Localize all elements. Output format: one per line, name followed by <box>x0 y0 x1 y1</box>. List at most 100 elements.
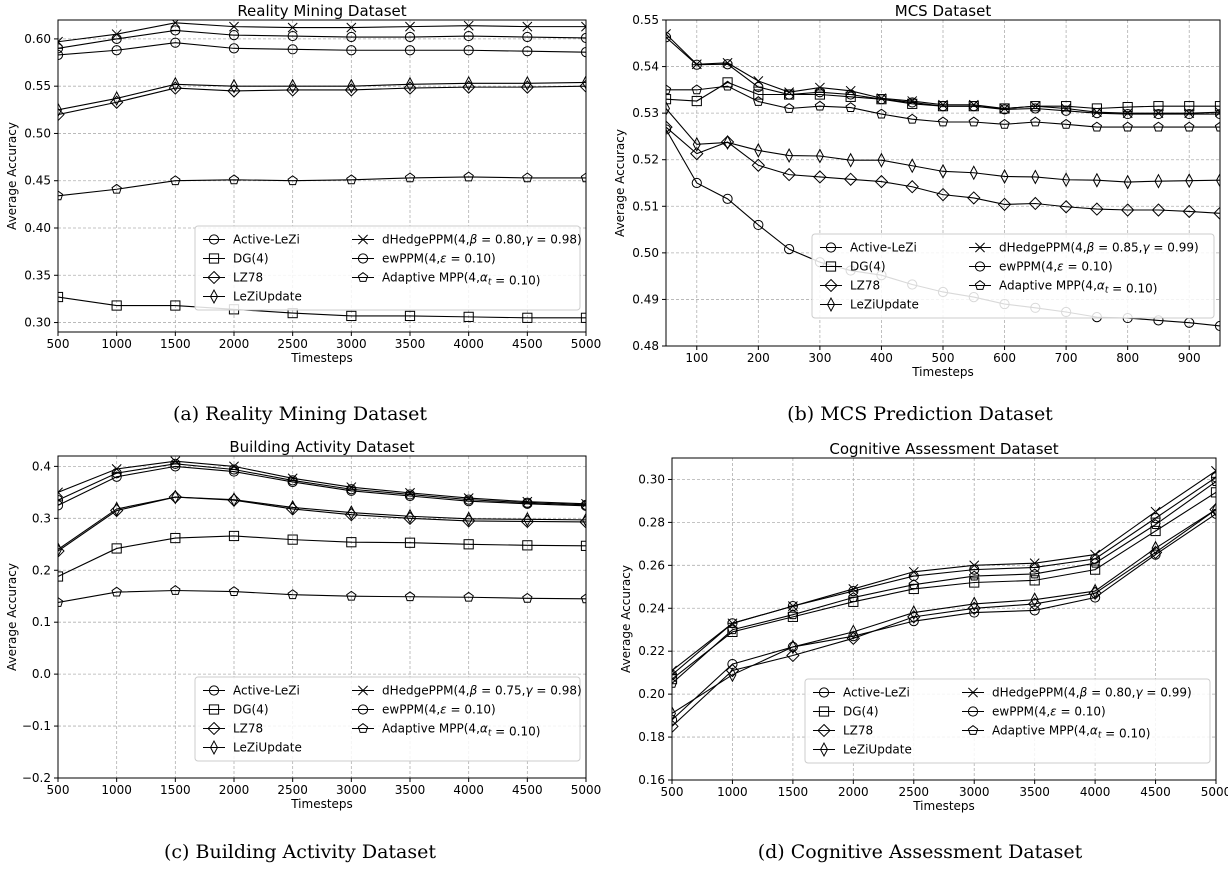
series-marker <box>968 687 978 698</box>
series-marker <box>999 118 1010 129</box>
x-tick-label: 3000 <box>336 337 367 351</box>
series-marker <box>666 84 672 95</box>
series-marker <box>691 95 702 107</box>
series-marker <box>1153 101 1164 112</box>
series-marker <box>787 641 798 653</box>
series-ewppm <box>672 472 1216 680</box>
series-marker <box>405 508 415 524</box>
series-marker <box>691 84 702 95</box>
series-marker <box>346 174 357 185</box>
series-marker <box>1151 203 1166 217</box>
series-ewppm <box>666 32 1220 120</box>
series-marker <box>1151 540 1160 556</box>
series-marker <box>357 704 369 715</box>
series-marker <box>672 665 677 676</box>
legend-label: dHedgePPM(4,β = 0.80,γ = 0.98) <box>382 233 582 247</box>
x-tick-label: 1500 <box>778 785 809 799</box>
x-tick-label: 1000 <box>717 785 748 799</box>
series-marker <box>876 94 887 105</box>
series-marker <box>520 80 535 94</box>
legend-label: ewPPM(4,ε = 0.10) <box>382 703 496 717</box>
series-line <box>672 481 1216 684</box>
series-marker <box>997 197 1012 212</box>
series-marker <box>815 148 824 164</box>
series-marker <box>1091 121 1103 132</box>
series-marker <box>968 116 979 127</box>
series-marker <box>813 170 827 184</box>
series-marker <box>208 685 220 696</box>
series-leziupdate <box>666 100 1220 190</box>
series-marker <box>463 494 474 505</box>
y-tick-label: 0.52 <box>632 153 659 167</box>
series-marker <box>999 104 1010 115</box>
legend-label: Adaptive MPP(4,αt = 0.10) <box>999 279 1157 296</box>
legend-item: Adaptive MPP(4,αt = 0.10) <box>352 271 540 288</box>
x-axis-label: Timesteps <box>290 351 353 365</box>
series-marker <box>405 21 415 32</box>
series-marker <box>404 31 416 43</box>
series-marker <box>785 148 794 164</box>
x-tick-label: 3000 <box>336 783 367 797</box>
series-marker <box>1122 101 1133 113</box>
legend-item: LZ78 <box>820 279 880 293</box>
y-tick-label: 0.48 <box>632 339 659 353</box>
series-marker <box>168 81 183 95</box>
series-marker <box>522 46 533 57</box>
series-marker <box>1215 107 1220 118</box>
series-marker <box>1029 562 1040 573</box>
series-marker <box>936 187 950 202</box>
series-marker <box>723 134 732 150</box>
x-axis-label: Timesteps <box>290 797 353 811</box>
x-tick-label: 600 <box>993 351 1016 365</box>
series-marker <box>111 45 122 56</box>
series-marker <box>974 280 986 290</box>
series-marker <box>1059 200 1073 214</box>
series-marker <box>463 539 474 550</box>
series-marker <box>1150 525 1161 537</box>
series-marker <box>1153 108 1164 120</box>
series-marker <box>845 91 856 102</box>
series-marker <box>1150 513 1161 524</box>
x-tick-label: 2500 <box>899 785 930 799</box>
series-marker <box>1210 508 1216 519</box>
series-marker <box>463 30 474 42</box>
series-ewppm <box>58 25 586 54</box>
series-marker <box>170 175 181 186</box>
series-marker <box>1031 169 1040 185</box>
series-marker <box>819 742 829 757</box>
series-marker <box>845 89 856 100</box>
series-marker <box>691 59 702 70</box>
series-marker <box>1060 118 1072 129</box>
series-marker <box>461 80 476 94</box>
series-line <box>58 29 586 49</box>
series-marker <box>346 590 357 601</box>
series-marker <box>788 639 797 655</box>
x-tick-label: 500 <box>47 337 70 351</box>
x-tick-label: 4500 <box>512 783 543 797</box>
chart-panel-cognitive-assessment: Cognitive Assessment Dataset 500 1000 1500 2… <box>612 438 1228 876</box>
series-marker <box>1029 568 1040 579</box>
y-tick-label: 0.30 <box>638 472 665 486</box>
y-tick-label: 0.3 <box>32 511 51 525</box>
series-marker <box>581 21 586 32</box>
series-marker <box>1184 101 1195 112</box>
series-marker <box>579 79 586 93</box>
series-marker <box>753 219 764 231</box>
series-line <box>58 589 586 604</box>
series-ewppm <box>58 458 586 510</box>
series-marker <box>208 253 220 264</box>
series-marker <box>751 158 766 172</box>
series-marker <box>787 609 799 620</box>
series-marker <box>347 78 356 94</box>
series-adaptive-mpp <box>672 476 1216 688</box>
series-marker <box>287 22 298 33</box>
series-marker <box>346 537 357 548</box>
series-marker <box>287 44 298 55</box>
legend-item: dHedgePPM(4,β = 0.75,γ = 0.98) <box>352 684 582 698</box>
y-tick-label: 0.28 <box>638 515 665 529</box>
series-marker <box>967 725 979 735</box>
x-tick-label: 100 <box>685 351 708 365</box>
x-tick-label: 4000 <box>453 783 484 797</box>
series-marker <box>727 626 738 637</box>
series-marker <box>287 589 298 600</box>
